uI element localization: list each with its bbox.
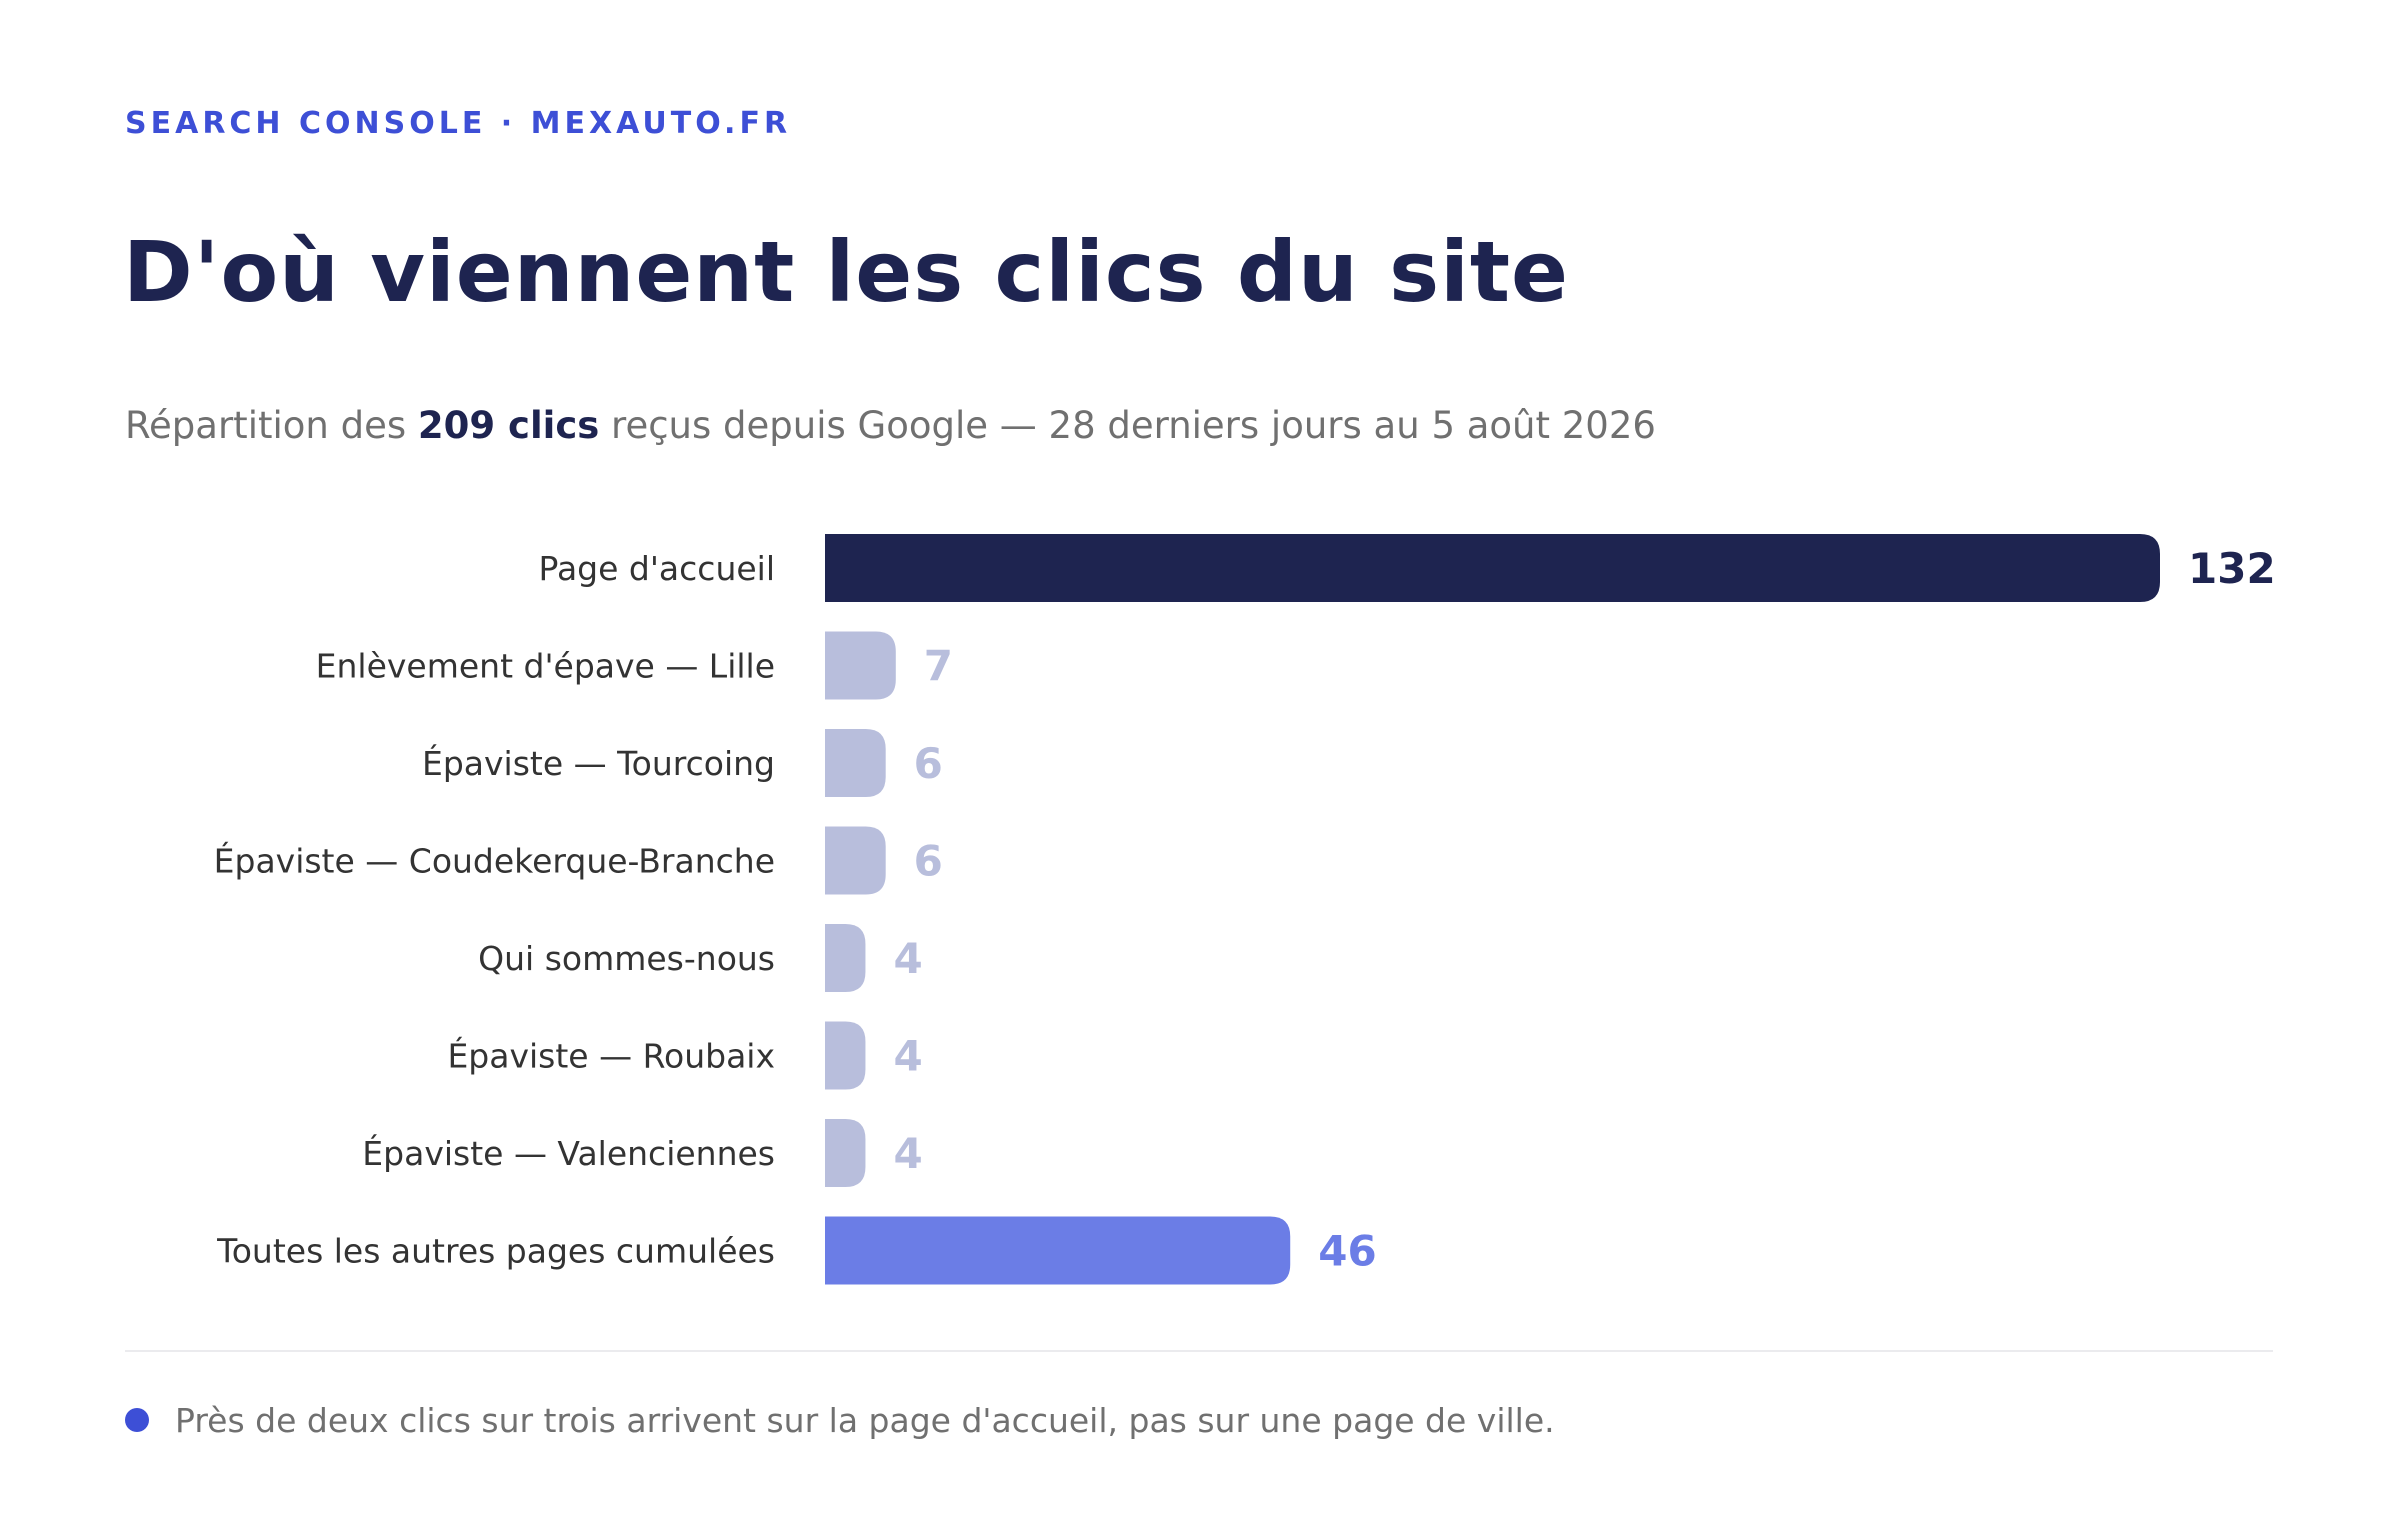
value-label: 6 xyxy=(914,837,943,886)
bar-chart: Page d'accueil 132 Enlèvement d'épave — Li… xyxy=(214,534,2276,1285)
category-label: Qui sommes-nous xyxy=(478,939,775,978)
value-label: 46 xyxy=(1318,1227,1376,1276)
subtitle-suffix: reçus depuis Google — 28 derniers jours … xyxy=(599,404,1656,447)
category-label: Épaviste — Roubaix xyxy=(447,1036,775,1076)
kicker-label: SEARCH CONSOLE · MEXAUTO.FR xyxy=(125,106,792,141)
bar xyxy=(825,1119,866,1187)
subtitle-total-clicks: 209 clics xyxy=(417,404,600,447)
value-label: 4 xyxy=(893,1032,922,1081)
footer-note: Près de deux clics sur trois arrivent su… xyxy=(125,1398,1555,1442)
subtitle-prefix: Répartition des xyxy=(125,404,418,447)
category-label: Épaviste — Coudekerque-Branche xyxy=(214,841,775,881)
bar xyxy=(825,826,886,895)
value-label: 4 xyxy=(893,1129,922,1178)
value-label: 7 xyxy=(924,642,953,691)
category-label: Épaviste — Tourcoing xyxy=(422,743,775,783)
footer-note-text: Près de deux clics sur trois arrivent su… xyxy=(175,1400,1555,1440)
value-label: 4 xyxy=(893,934,922,983)
bar xyxy=(825,534,2160,602)
bar xyxy=(825,631,896,700)
bar xyxy=(825,729,886,797)
page-title: D'où viennent les clics du site xyxy=(123,223,1569,321)
category-label: Enlèvement d'épave — Lille xyxy=(316,647,775,686)
bar xyxy=(825,1216,1291,1285)
category-label: Épaviste — Valenciennes xyxy=(362,1133,775,1173)
value-label: 132 xyxy=(2188,544,2276,593)
category-label: Toutes les autres pages cumulées xyxy=(216,1232,775,1271)
category-label: Page d'accueil xyxy=(539,549,775,588)
footer-divider xyxy=(125,1350,2273,1352)
bar xyxy=(825,1021,866,1090)
value-label: 6 xyxy=(914,739,943,788)
bullet-dot-icon xyxy=(125,1408,149,1432)
chart-subtitle: Répartition des 209 clics reçus depuis G… xyxy=(125,404,1656,447)
bar xyxy=(825,924,866,992)
